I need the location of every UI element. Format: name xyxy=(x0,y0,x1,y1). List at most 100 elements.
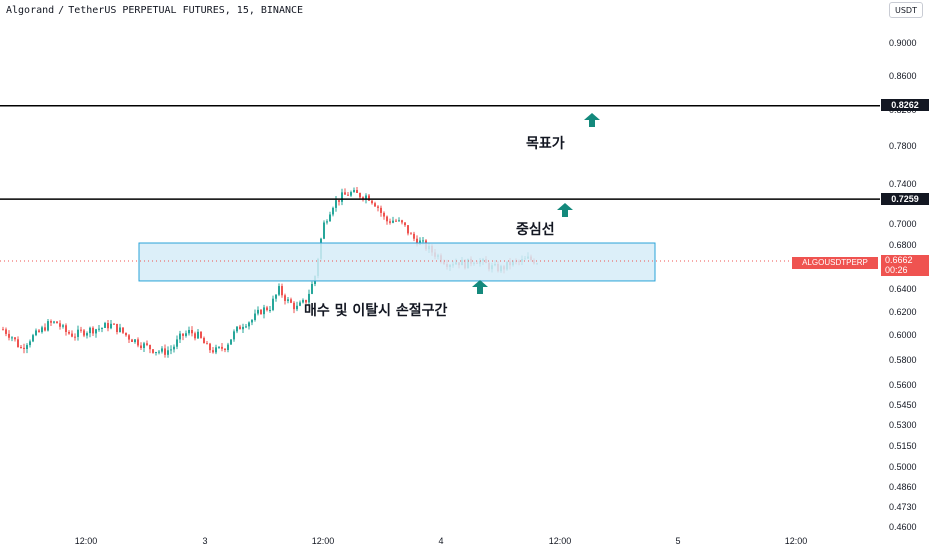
price-tick-label: 0.4860 xyxy=(889,482,917,493)
candle xyxy=(230,339,232,345)
arrow-up-icon xyxy=(584,113,600,127)
candle xyxy=(77,329,79,337)
candle xyxy=(44,327,46,331)
candle xyxy=(62,325,64,327)
candle xyxy=(11,337,13,339)
candle xyxy=(38,330,40,333)
price-tick-label: 0.9000 xyxy=(889,38,917,48)
price-tick-label: 0.6200 xyxy=(889,306,917,317)
candle xyxy=(14,337,16,340)
candle xyxy=(119,327,121,333)
candle xyxy=(200,331,202,338)
candle xyxy=(59,323,61,327)
candle xyxy=(272,298,274,310)
candle xyxy=(137,339,139,346)
candle xyxy=(167,350,169,355)
candle xyxy=(221,346,223,349)
price-tick-label: 0.5000 xyxy=(889,461,917,472)
candle xyxy=(395,220,397,222)
candle xyxy=(194,333,196,339)
price-tick-label: 0.7000 xyxy=(889,219,917,230)
candle xyxy=(80,329,82,331)
candle xyxy=(347,194,349,196)
price-chart[interactable] xyxy=(0,0,880,530)
candle xyxy=(41,327,43,333)
symbol-name[interactable]: Algorand xyxy=(6,5,55,16)
candle xyxy=(71,333,73,337)
candle xyxy=(341,192,343,202)
support-zone xyxy=(138,242,656,282)
candle xyxy=(233,331,235,340)
candle xyxy=(149,344,151,350)
price-tick-label: 0.6000 xyxy=(889,330,917,341)
candle xyxy=(23,347,25,349)
candle xyxy=(5,329,7,334)
price-tick-label: 0.6400 xyxy=(889,283,917,294)
pair-name: TetherUS PERPETUAL FUTURES xyxy=(68,5,225,16)
price-tick-label: 0.8600 xyxy=(889,70,917,81)
candle xyxy=(8,333,10,338)
candle xyxy=(95,329,97,334)
price-tick-label: 0.5450 xyxy=(889,399,917,410)
currency-button[interactable]: USDT xyxy=(889,2,923,18)
candle xyxy=(332,207,334,215)
center-level-label: 0.7259 xyxy=(881,193,929,205)
candle xyxy=(404,222,406,226)
candle xyxy=(65,325,67,332)
candle xyxy=(188,329,190,334)
candle xyxy=(203,337,205,344)
candle xyxy=(26,345,28,349)
candle xyxy=(257,309,259,314)
candle xyxy=(344,192,346,195)
candle xyxy=(116,323,118,333)
candle xyxy=(122,327,124,333)
time-axis[interactable] xyxy=(0,530,932,550)
candle xyxy=(176,339,178,347)
candle xyxy=(389,221,391,223)
candle xyxy=(32,335,34,342)
candle xyxy=(374,203,376,207)
candle xyxy=(89,327,91,334)
candle xyxy=(383,212,385,217)
candle xyxy=(263,307,265,315)
candle xyxy=(227,344,229,351)
candle xyxy=(191,329,193,334)
candle xyxy=(308,293,310,303)
candle xyxy=(323,222,325,239)
last-price: 0.6662 xyxy=(885,255,913,265)
target-level-label: 0.8262 xyxy=(881,99,929,111)
last-price-label: 0.6662 00:26 xyxy=(881,255,929,276)
time-tick-label: 4 xyxy=(438,536,444,546)
candle xyxy=(287,299,289,301)
candle xyxy=(212,350,214,353)
candle xyxy=(113,323,115,325)
interval[interactable]: 15 xyxy=(236,5,249,16)
candle xyxy=(155,351,157,353)
candle xyxy=(74,336,76,338)
price-tick-label: 0.5600 xyxy=(889,380,917,391)
candle xyxy=(125,332,127,336)
candle xyxy=(299,302,301,306)
candle xyxy=(56,321,58,324)
time-tick-label: 12:00 xyxy=(784,536,808,546)
candle xyxy=(335,200,337,208)
candle xyxy=(20,347,22,349)
candle xyxy=(326,221,328,223)
arrow-up-icon xyxy=(557,203,573,217)
candle xyxy=(29,341,31,346)
candle xyxy=(224,348,226,351)
candle xyxy=(386,216,388,222)
candle xyxy=(278,286,280,295)
candle xyxy=(392,220,394,223)
candle xyxy=(47,321,49,331)
candle xyxy=(143,343,145,349)
candle xyxy=(338,200,340,202)
candle xyxy=(179,333,181,340)
target-annotation: 목표가 xyxy=(526,136,565,152)
candle xyxy=(185,333,187,336)
candle xyxy=(86,333,88,336)
candle xyxy=(35,330,37,336)
candle xyxy=(236,326,238,332)
candle xyxy=(302,299,304,303)
candle xyxy=(83,330,85,336)
